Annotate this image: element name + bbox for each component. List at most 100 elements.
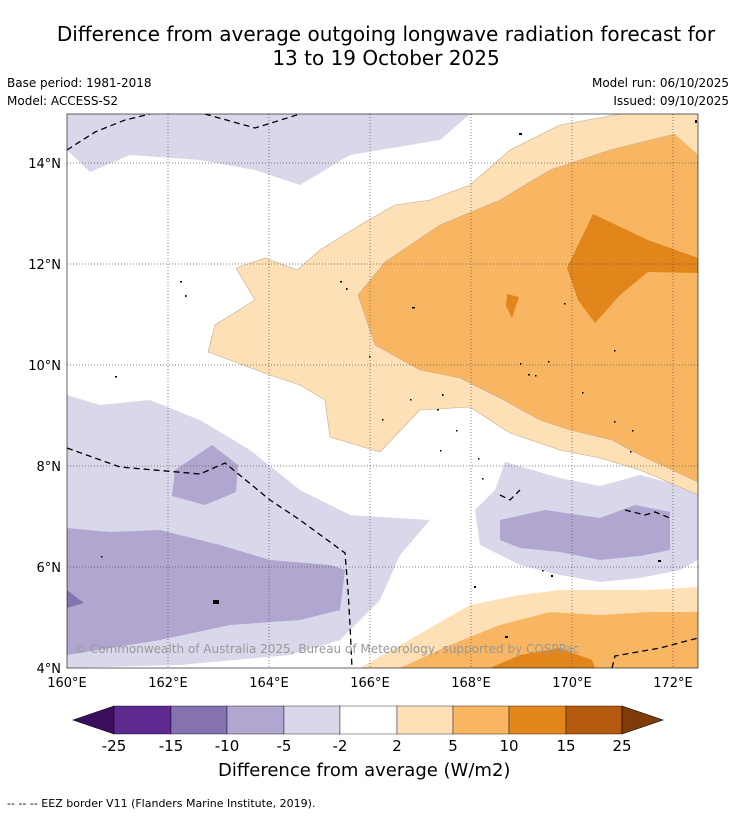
island [410, 399, 412, 401]
island [340, 281, 342, 283]
y-tick-label: 8°N [37, 460, 62, 475]
copyright-watermark: © Commonwealth of Australia 2025, Bureau… [74, 642, 579, 656]
map-plot-area: © Commonwealth of Australia 2025, Bureau… [67, 114, 698, 668]
colorbar-extend-max [621, 705, 664, 735]
island [213, 600, 219, 604]
contour-lines [207, 114, 698, 496]
eez-borders [67, 114, 698, 668]
y-tick-label: 12°N [28, 258, 61, 273]
colorbar-tick-label: -10 [215, 737, 240, 755]
island [115, 376, 117, 378]
colorbar-tick-label: -2 [333, 737, 348, 755]
y-tick-label: 6°N [37, 561, 62, 576]
contour-neg2-north [67, 114, 470, 185]
island [695, 120, 697, 123]
island [440, 450, 442, 452]
x-tick-label: 162°E [148, 676, 188, 691]
island [614, 421, 616, 423]
island [582, 392, 584, 394]
colorbar-tick-label: -15 [159, 737, 184, 755]
model-name: Model: ACCESS-S2 [7, 94, 119, 108]
island [456, 430, 458, 432]
base-period: Base period: 1981-2018 [7, 76, 152, 90]
colorbar-swatch [170, 705, 228, 735]
island [528, 374, 530, 376]
y-tick-label: 10°N [28, 359, 61, 374]
colorbar: -25 -15 -10 -5 -2 2 5 10 15 25 [72, 705, 664, 755]
island [564, 303, 566, 305]
colorbar-title: Difference from average (W/m2) [218, 760, 511, 781]
colorbar-swatch [226, 705, 285, 735]
colorbar-tick-label: 2 [392, 737, 402, 755]
island [505, 636, 508, 638]
eez-legend: -- -- -- EEZ border V11 (Flanders Marine… [7, 797, 316, 810]
eez-border-mid [499, 489, 521, 501]
gridlines [67, 114, 698, 668]
chart-title: Difference from average outgoing longwav… [0, 22, 736, 70]
colorbar-swatch [339, 705, 398, 735]
x-tick-label: 170°E [552, 676, 592, 691]
colorbar-tick-label: 5 [448, 737, 458, 755]
island [614, 350, 616, 352]
island [442, 394, 444, 396]
contour-neg10-edge [67, 590, 84, 608]
islands [101, 120, 697, 638]
x-tick-label: 172°E [653, 676, 693, 691]
issued-date: Issued: 09/10/2025 [613, 94, 729, 108]
island [382, 419, 384, 421]
island [658, 560, 661, 562]
title-line-2: 13 to 19 October 2025 [272, 46, 500, 70]
x-tick-labels: 160°E 162°E 164°E 166°E 168°E 170°E 172°… [47, 676, 693, 691]
contour-pos10-small [506, 294, 519, 318]
island [482, 478, 484, 480]
island [101, 556, 103, 558]
eez-border-north-2 [204, 114, 301, 129]
x-tick-label: 168°E [451, 676, 491, 691]
map-frame [66, 113, 699, 669]
colorbar-tick-label: 25 [612, 737, 631, 755]
meta-right: Model run: 06/10/2025 Issued: 09/10/2025 [592, 74, 729, 110]
island [520, 363, 522, 365]
island [346, 288, 348, 290]
contour-line-pos2 [207, 114, 698, 496]
eez-border-east [624, 509, 671, 519]
colorbar-extend-min [72, 705, 115, 735]
colorbar-swatch [113, 705, 172, 735]
eez-border-south [611, 637, 698, 668]
x-tick-label: 166°E [350, 676, 390, 691]
contour-pos10-south [490, 648, 595, 668]
island [369, 356, 371, 358]
y-tick-label: 14°N [28, 157, 61, 172]
colorbar-tick-label: 15 [556, 737, 575, 755]
eez-border-west [67, 447, 353, 668]
island [535, 375, 537, 377]
colorbar-swatch [508, 705, 567, 735]
colorbar-swatch [565, 705, 623, 735]
island [474, 586, 476, 588]
colorbar-swatch [396, 705, 454, 735]
island [632, 430, 634, 432]
contour-line-pos5 [357, 133, 698, 483]
contour-pos10-northeast [567, 214, 698, 323]
x-tick-label: 164°E [249, 676, 289, 691]
contour-pos5-northeast [358, 134, 698, 482]
title-line-1: Difference from average outgoing longwav… [56, 22, 716, 46]
island [185, 295, 187, 297]
colorbar-tick-label: -25 [102, 737, 127, 755]
y-tick-labels: 14°N 12°N 10°N 8°N 6°N 4°N [28, 157, 61, 677]
island [542, 570, 544, 572]
island [519, 133, 522, 135]
island [548, 361, 550, 363]
island [478, 458, 480, 460]
model-run: Model run: 06/10/2025 [591, 76, 729, 90]
island [630, 451, 632, 453]
colorbar-swatch [452, 705, 510, 735]
island [412, 307, 415, 309]
island [551, 575, 553, 577]
x-tick-label: 160°E [47, 676, 87, 691]
colorbar-tick-label: 10 [499, 737, 518, 755]
contour-neg5-east [500, 505, 670, 560]
island [437, 409, 439, 411]
y-tick-label: 4°N [37, 662, 62, 677]
